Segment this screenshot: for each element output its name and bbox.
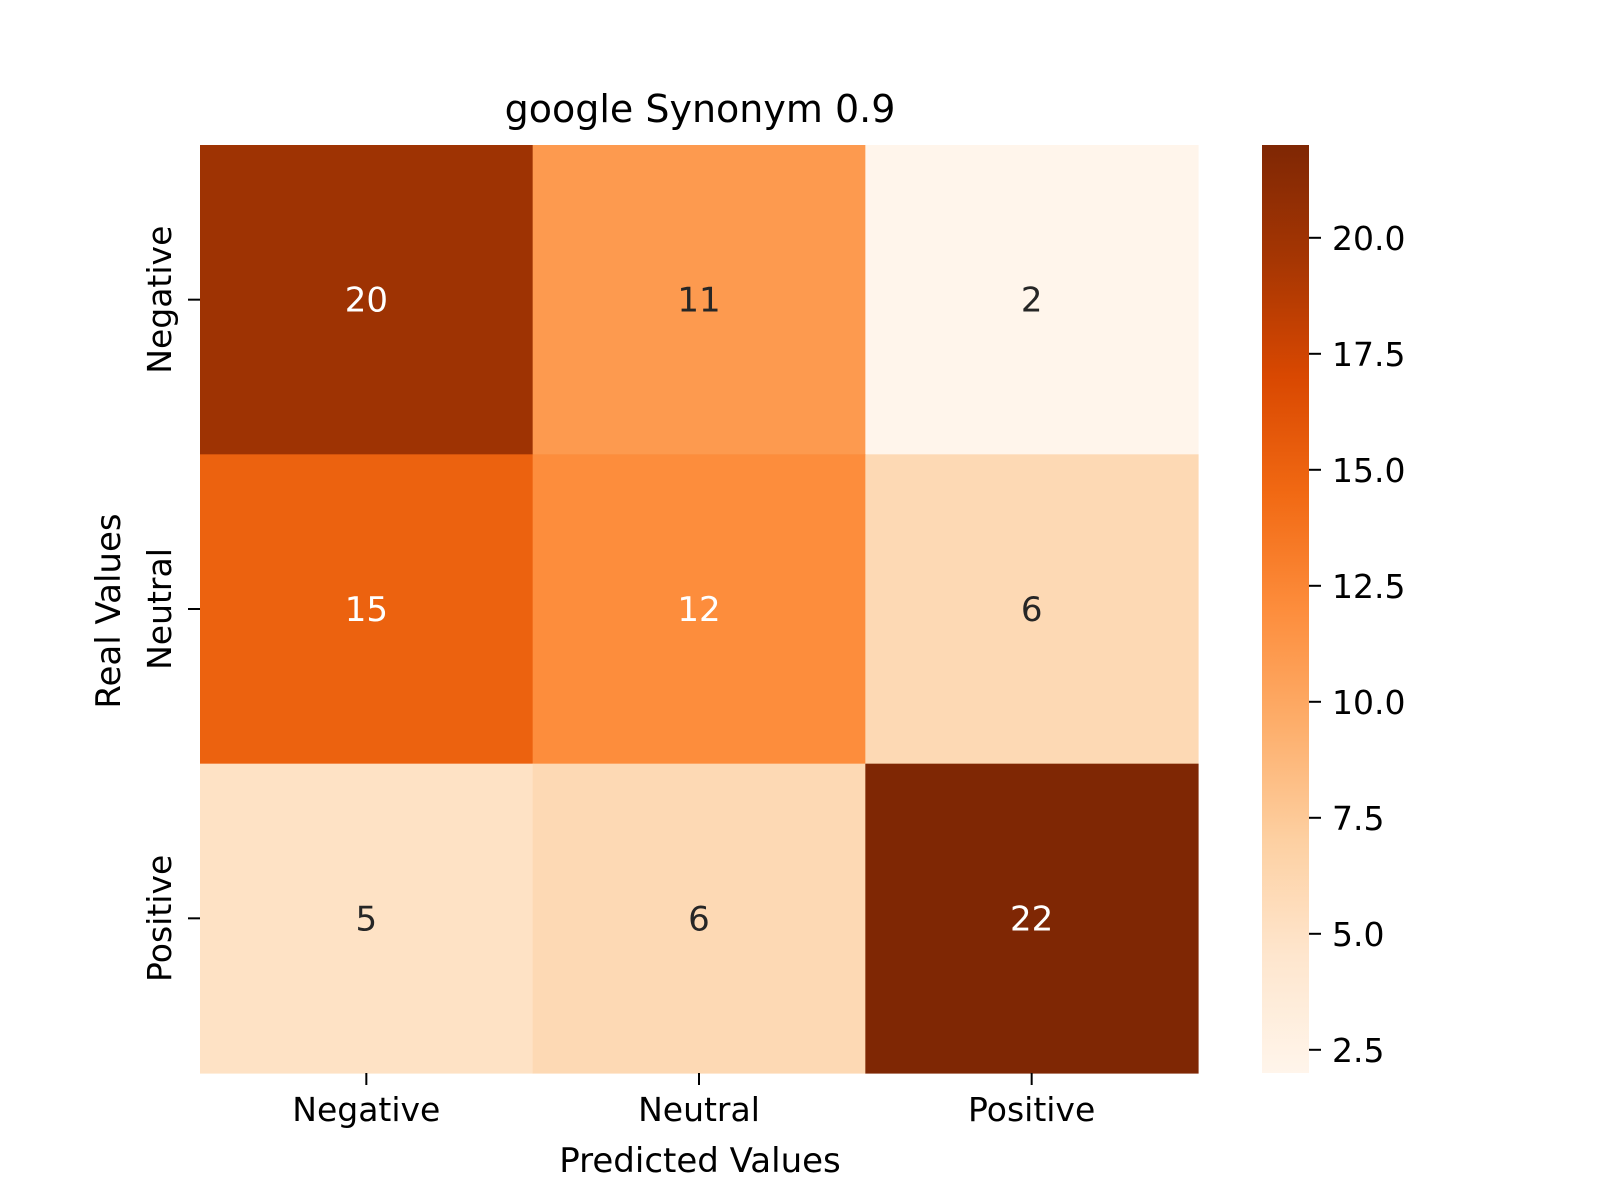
colorbar-tick-label: 7.5 bbox=[1332, 799, 1384, 838]
cell-value-label: 2 bbox=[1021, 281, 1043, 321]
colorbar-tick-label: 15.0 bbox=[1332, 451, 1405, 490]
heatmap-cell bbox=[532, 145, 866, 455]
heatmap-cell bbox=[865, 145, 1199, 455]
heatmap-cell bbox=[532, 763, 866, 1074]
cell-value-label: 20 bbox=[345, 281, 388, 321]
x-axis: Negative Neutral Positive bbox=[292, 1073, 1095, 1129]
x-tick-label: Neutral bbox=[638, 1090, 760, 1129]
y-axis: Negative Neutral Positive bbox=[140, 226, 200, 982]
x-tick-label: Negative bbox=[292, 1090, 440, 1129]
x-tick-label: Positive bbox=[968, 1090, 1095, 1129]
colorbar-gradient bbox=[1262, 145, 1309, 1073]
colorbar-tick-label: 10.0 bbox=[1332, 683, 1405, 722]
y-axis-label: Real Values bbox=[89, 513, 129, 708]
colorbar-tick-label: 20.0 bbox=[1332, 219, 1405, 258]
colorbar-tick-label: 17.5 bbox=[1332, 335, 1405, 374]
colorbar-ticks: 2.5 5.0 7.5 10.0 12.5 15.0 17.5 20.0 bbox=[1309, 219, 1405, 1070]
heatmap-cell bbox=[200, 454, 534, 765]
heatmap-cell bbox=[200, 145, 534, 455]
y-tick-label: Neutral bbox=[140, 548, 179, 670]
heatmap-cell bbox=[865, 763, 1199, 1074]
cell-value-label: 6 bbox=[688, 899, 710, 939]
colorbar-tick-label: 12.5 bbox=[1332, 567, 1405, 606]
x-axis-label: Predicted Values bbox=[559, 1141, 841, 1181]
cell-value-label: 15 bbox=[345, 590, 388, 630]
chart-title: google Synonym 0.9 bbox=[505, 87, 896, 131]
cell-value-label: 12 bbox=[677, 590, 720, 630]
cell-value-label: 5 bbox=[356, 899, 378, 939]
y-tick-label: Positive bbox=[140, 855, 179, 982]
heatmap-cells bbox=[200, 145, 1199, 1074]
colorbar-tick-label: 5.0 bbox=[1332, 915, 1384, 954]
heatmap-cell bbox=[532, 454, 866, 765]
y-tick-label: Negative bbox=[140, 226, 179, 374]
cell-value-label: 6 bbox=[1021, 590, 1043, 630]
colorbar-tick-label: 2.5 bbox=[1332, 1031, 1384, 1070]
colorbar: 2.5 5.0 7.5 10.0 12.5 15.0 17.5 20.0 bbox=[1262, 145, 1405, 1073]
cell-value-label: 11 bbox=[677, 281, 720, 321]
cell-value-label: 22 bbox=[1010, 899, 1053, 939]
heatmap-cell bbox=[865, 454, 1199, 765]
cell-annotations: 20 11 2 15 12 6 5 6 22 bbox=[345, 281, 1054, 940]
heatmap-cell bbox=[200, 763, 534, 1074]
